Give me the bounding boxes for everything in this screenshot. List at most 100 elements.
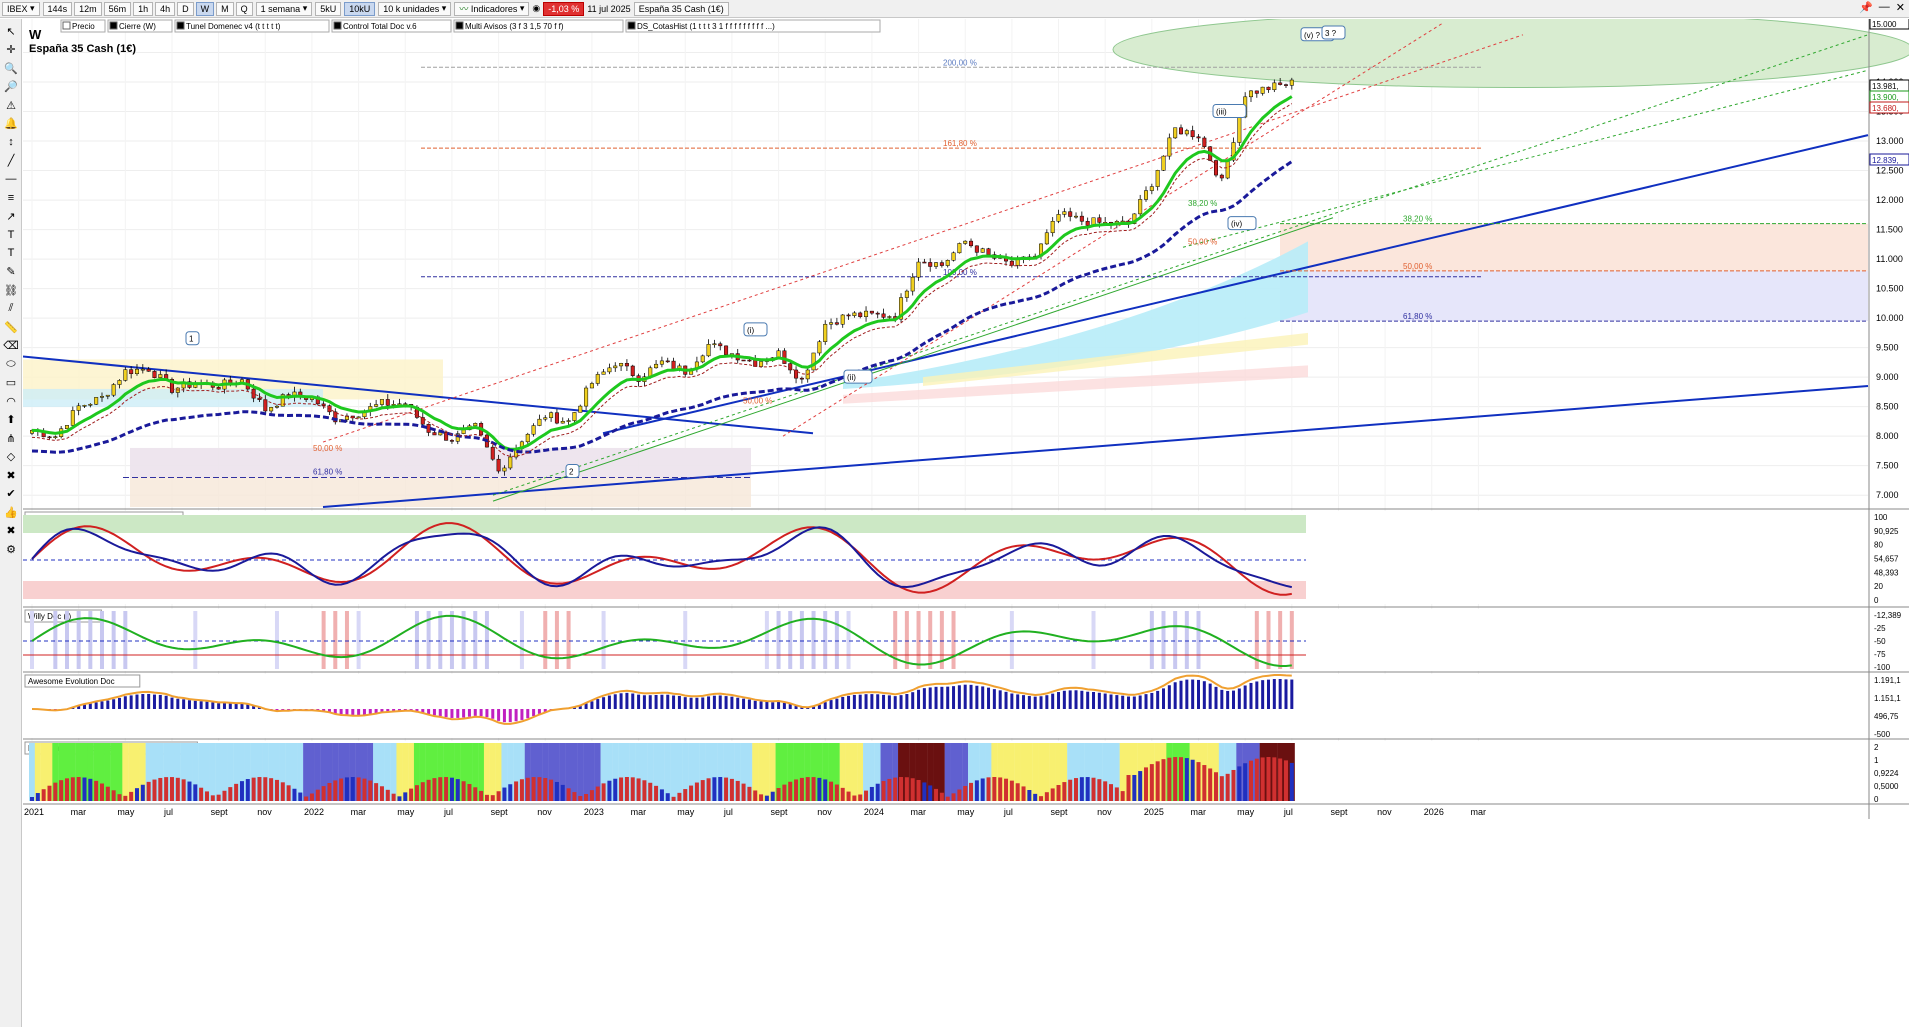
range-selector[interactable]: 1 semana ▾	[255, 1, 313, 16]
x-axis-label: mar	[911, 807, 927, 817]
pencil-icon[interactable]: ✎	[6, 266, 16, 278]
barra-bar	[461, 781, 466, 801]
delete-icon[interactable]: ✖	[6, 469, 16, 482]
willy-bar	[776, 611, 781, 669]
channel-icon[interactable]: ⫽	[8, 302, 14, 314]
candle-body	[1074, 215, 1079, 218]
record-icon[interactable]: ◉	[532, 3, 541, 13]
check-icon[interactable]: ✔	[6, 488, 16, 500]
cursor-icon[interactable]: ↖	[6, 25, 16, 38]
symbol-selector[interactable]: IBEX ▾	[2, 1, 40, 16]
timeframe-button-D[interactable]: D	[177, 1, 194, 16]
legend-tab[interactable]	[453, 19, 624, 33]
awesome-bar	[922, 688, 926, 709]
panel-tick-label: 0,5000	[1874, 782, 1899, 791]
cancel-icon[interactable]: ✖	[6, 525, 16, 537]
timeframe-button-4h[interactable]: 4h	[155, 1, 176, 16]
units-5k-button[interactable]: 5kU	[315, 1, 342, 16]
candle-body	[794, 369, 799, 379]
units-selector[interactable]: 10 k unidades ▾	[378, 1, 452, 16]
barra-bar	[794, 779, 799, 801]
alert-icon[interactable]: ⚠	[6, 99, 16, 112]
timeframe-button-1h[interactable]: 1h	[133, 1, 154, 16]
eraser-icon[interactable]: ⌫	[3, 340, 19, 352]
ruler-icon[interactable]: 📏	[4, 321, 18, 334]
legend-tab[interactable]	[625, 19, 881, 33]
units-10k-button[interactable]: 10kU	[344, 1, 376, 16]
text-icon[interactable]: T	[7, 228, 15, 241]
timeframe-button-W[interactable]: W	[195, 1, 215, 16]
barra-bar	[339, 778, 344, 801]
willy-bar	[53, 611, 58, 669]
awesome-bar	[800, 707, 804, 709]
candle-body	[864, 310, 869, 317]
pin-icon[interactable]: 📌	[1859, 2, 1873, 14]
candle-body	[158, 374, 163, 378]
awesome-bar	[100, 701, 104, 709]
zoom-icon[interactable]: 🔍	[4, 62, 18, 75]
bell-icon[interactable]: 🔔	[4, 118, 18, 130]
awesome-bar	[1284, 679, 1288, 709]
legend-tab[interactable]	[331, 19, 452, 33]
close-icon[interactable]: ✕	[1895, 2, 1905, 14]
barra-bar	[741, 783, 746, 801]
barra-background	[320, 743, 327, 801]
x-axis-label: jul	[1283, 807, 1293, 817]
arrow-up-icon[interactable]: ⬆	[6, 414, 16, 426]
candle-body	[899, 297, 904, 320]
timeframe-button-Q[interactable]: Q	[235, 1, 253, 16]
measure-icon[interactable]: ↕	[8, 136, 14, 148]
timeframe-button-12m[interactable]: 12m	[74, 1, 102, 16]
barra-background	[1032, 743, 1039, 801]
thumb-icon[interactable]: 👍	[4, 506, 18, 519]
barra-bar	[193, 784, 198, 801]
candle-body	[1167, 137, 1172, 157]
barra-background	[938, 743, 945, 801]
trendline-green-upper	[1182, 69, 1869, 248]
gann-icon[interactable]: ◇	[6, 451, 16, 463]
awesome-bar	[351, 709, 355, 715]
timeframe-button-56m[interactable]: 56m	[103, 1, 132, 16]
ray-icon[interactable]: ↗	[6, 210, 16, 223]
link-icon[interactable]: ⛓	[4, 284, 18, 297]
zoom-out-icon[interactable]: 🔎	[4, 81, 18, 93]
awesome-bar	[380, 709, 384, 712]
timeframe-button-144s[interactable]: 144s	[42, 1, 73, 16]
legend-tab[interactable]	[107, 19, 173, 33]
legend-tab[interactable]	[60, 19, 106, 33]
fib-icon[interactable]: ≡	[7, 191, 15, 204]
line-icon[interactable]: ╱	[7, 155, 15, 167]
legend-tab[interactable]	[174, 19, 330, 33]
candle-body	[490, 446, 495, 460]
barra-bar	[414, 785, 419, 801]
awesome-bar	[234, 703, 238, 709]
barra-background	[1113, 743, 1120, 801]
awesome-bar	[934, 686, 938, 709]
gear-icon[interactable]: ⚙	[6, 543, 16, 556]
willy-bar	[321, 611, 326, 669]
barra-background	[326, 743, 333, 801]
trendline-support-long	[322, 385, 1869, 508]
arc-icon[interactable]: ◠	[6, 395, 16, 408]
barra-bar	[508, 784, 513, 801]
crosshair-icon[interactable]: ✛	[6, 44, 16, 56]
ellipse-icon[interactable]: ⬭	[6, 357, 16, 370]
barra-background	[69, 743, 76, 801]
barra-background	[711, 743, 718, 801]
rect-icon[interactable]: ▭	[5, 377, 17, 389]
pitchfork-icon[interactable]: ⋔	[6, 432, 16, 445]
awesome-bar	[788, 704, 792, 709]
hline-icon[interactable]: ―	[5, 173, 17, 185]
awesome-bar	[1033, 696, 1037, 709]
barra-bar	[432, 778, 437, 801]
barra-bar	[764, 795, 769, 801]
awesome-bar	[724, 696, 728, 709]
barra-bar	[204, 791, 209, 801]
chart-area[interactable]: 14.50014.00013.50013.00012.50012.00011.5…	[23, 19, 1909, 1027]
willy-line	[31, 614, 1292, 667]
timeframe-button-M[interactable]: M	[216, 1, 234, 16]
note-icon[interactable]: T	[7, 247, 15, 259]
minimize-icon[interactable]: —	[1878, 1, 1890, 13]
indicators-button[interactable]: 〰 Indicadores ▾	[454, 1, 530, 16]
barra-background	[845, 743, 852, 801]
